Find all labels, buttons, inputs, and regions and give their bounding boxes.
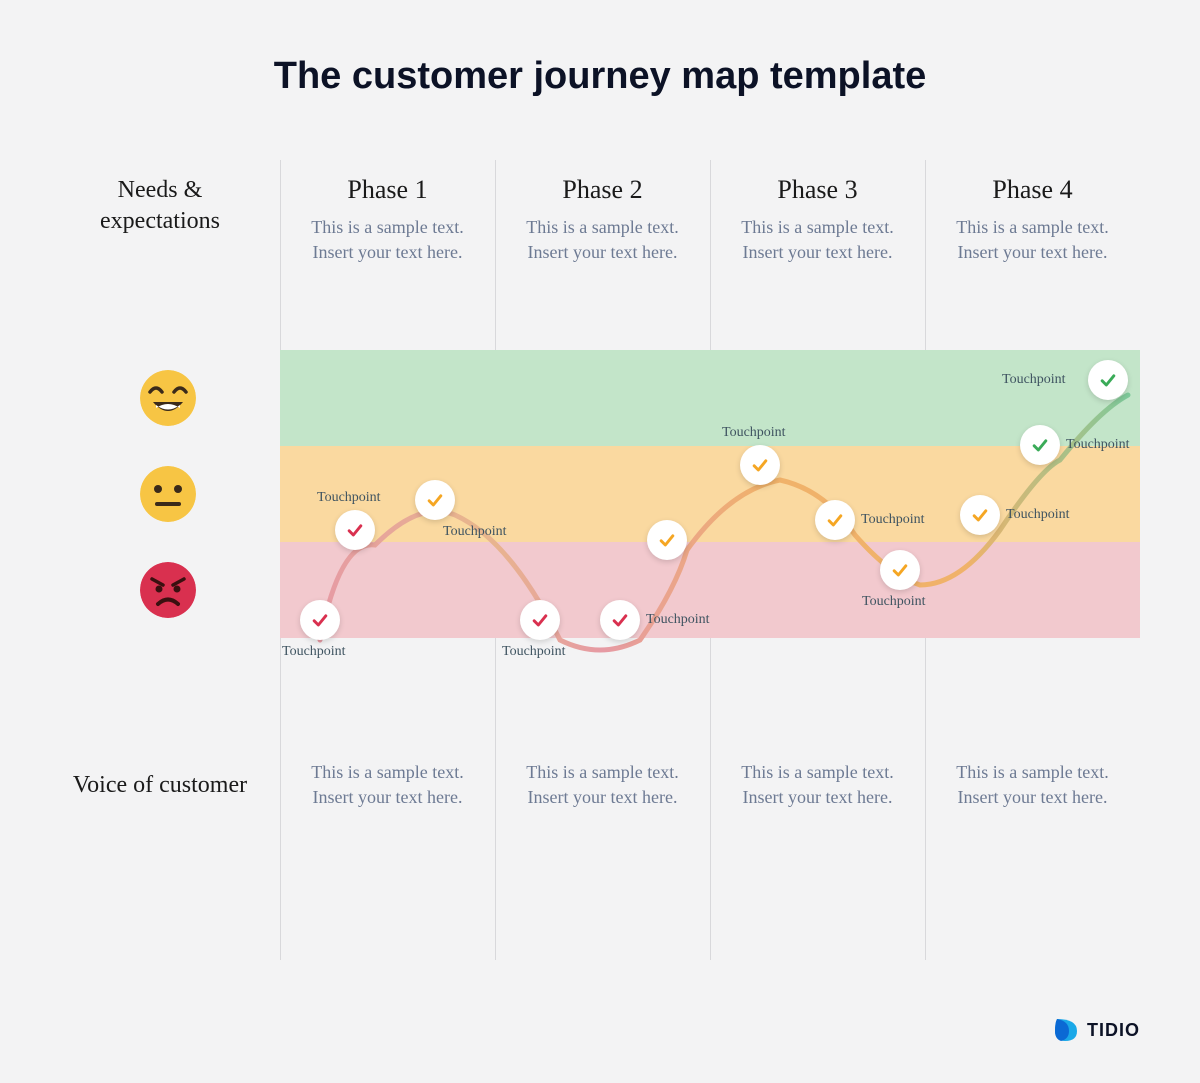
tidio-logo: TIDIO [1053,1017,1140,1043]
phase-subtitle: This is a sample text. Insert your text … [495,215,710,265]
phase-title: Phase 1 [280,175,495,205]
phase-subtitle: This is a sample text. Insert your text … [925,215,1140,265]
phase-title: Phase 2 [495,175,710,205]
touchpoint-label: Touchpoint [443,524,507,540]
touchpoint-marker [1020,425,1060,465]
touchpoint-marker [335,510,375,550]
phase-title: Phase 4 [925,175,1140,205]
tidio-logo-text: TIDIO [1087,1020,1140,1041]
touchpoint-marker [960,495,1000,535]
voice-cell: This is a sample text. Insert your text … [710,760,925,810]
touchpoint-label: Touchpoint [282,644,346,660]
touchpoint-marker [415,480,455,520]
phase-header: Phase 2 This is a sample text. Insert yo… [495,175,710,265]
label-voice: Voice of customer [60,770,260,801]
label-needs: Needs & expectations [60,175,260,237]
touchpoint-label: Touchpoint [1002,372,1066,388]
touchpoint-label: Touchpoint [1006,507,1070,523]
touchpoint-marker [880,550,920,590]
touchpoint-marker [600,600,640,640]
angry-emoji-icon [140,562,196,618]
touchpoints-layer: Touchpoint Touchpoint Touchpoint Touchpoint… [280,350,1140,670]
touchpoint-marker [647,520,687,560]
neutral-emoji-icon [140,466,196,522]
touchpoint-label: Touchpoint [722,425,786,441]
phase-title: Phase 3 [710,175,925,205]
touchpoint-marker [300,600,340,640]
journey-grid: Needs & expectations Voice of customer P… [60,160,1140,960]
phase-header: Phase 3 This is a sample text. Insert yo… [710,175,925,265]
touchpoint-marker [520,600,560,640]
touchpoint-label: Touchpoint [1066,437,1130,453]
phase-header: Phase 1 This is a sample text. Insert yo… [280,175,495,265]
page-title: The customer journey map template [0,0,1200,128]
happy-emoji-icon [140,370,196,426]
tidio-logo-icon [1053,1017,1079,1043]
touchpoint-label: Touchpoint [862,594,926,610]
voice-cell: This is a sample text. Insert your text … [495,760,710,810]
phase-subtitle: This is a sample text. Insert your text … [710,215,925,265]
voice-cell: This is a sample text. Insert your text … [280,760,495,810]
touchpoint-label: Touchpoint [317,490,381,506]
voice-cell: This is a sample text. Insert your text … [925,760,1140,810]
phase-subtitle: This is a sample text. Insert your text … [280,215,495,265]
touchpoint-marker [1088,360,1128,400]
touchpoint-label: Touchpoint [502,644,566,660]
touchpoint-label: Touchpoint [646,612,710,628]
touchpoint-marker [740,445,780,485]
touchpoint-label: Touchpoint [861,512,925,528]
phase-header: Phase 4 This is a sample text. Insert yo… [925,175,1140,265]
touchpoint-marker [815,500,855,540]
